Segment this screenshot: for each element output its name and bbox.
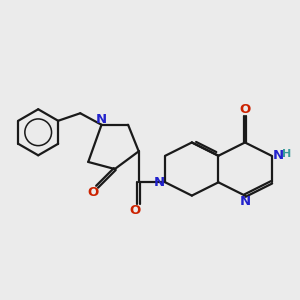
Text: N: N <box>154 176 165 189</box>
Text: N: N <box>96 113 107 126</box>
Text: N: N <box>273 149 284 162</box>
Text: O: O <box>239 103 250 116</box>
Text: H: H <box>282 149 291 159</box>
Text: O: O <box>129 204 140 217</box>
Text: O: O <box>88 186 99 199</box>
Text: N: N <box>240 195 251 208</box>
